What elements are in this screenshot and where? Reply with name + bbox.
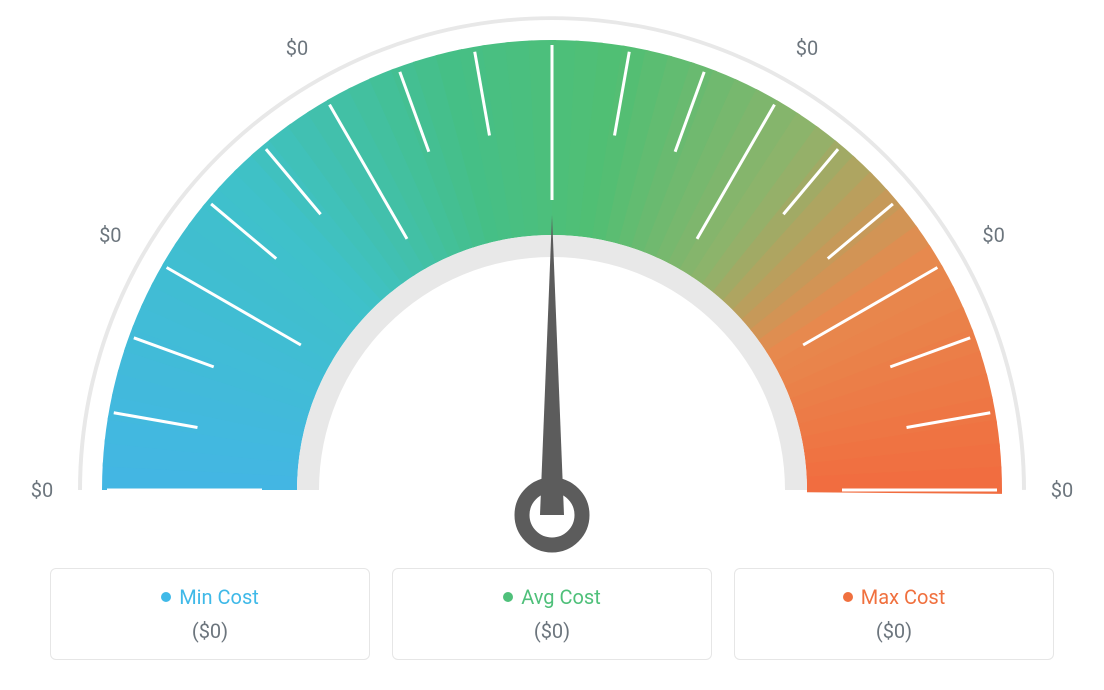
legend-head-max: Max Cost bbox=[843, 585, 946, 609]
legend-card-max: Max Cost ($0) bbox=[734, 568, 1054, 660]
legend-card-avg: Avg Cost ($0) bbox=[392, 568, 712, 660]
legend-label-min: Min Cost bbox=[179, 585, 259, 609]
legend-dot-min bbox=[161, 592, 171, 602]
legend-value-min: ($0) bbox=[192, 619, 228, 643]
legend-head-avg: Avg Cost bbox=[503, 585, 601, 609]
legend-row: Min Cost ($0) Avg Cost ($0) Max Cost ($0… bbox=[0, 568, 1104, 660]
legend-dot-max bbox=[843, 592, 853, 602]
legend-label-max: Max Cost bbox=[861, 585, 946, 609]
legend-value-max: ($0) bbox=[876, 619, 912, 643]
gauge-needle-layer bbox=[0, 0, 1104, 560]
legend-label-avg: Avg Cost bbox=[521, 585, 601, 609]
legend-card-min: Min Cost ($0) bbox=[50, 568, 370, 660]
legend-value-avg: ($0) bbox=[534, 619, 570, 643]
legend-dot-avg bbox=[503, 592, 513, 602]
legend-head-min: Min Cost bbox=[161, 585, 259, 609]
cost-gauge-chart: $0$0$0$0$0$0$0 bbox=[0, 0, 1104, 560]
